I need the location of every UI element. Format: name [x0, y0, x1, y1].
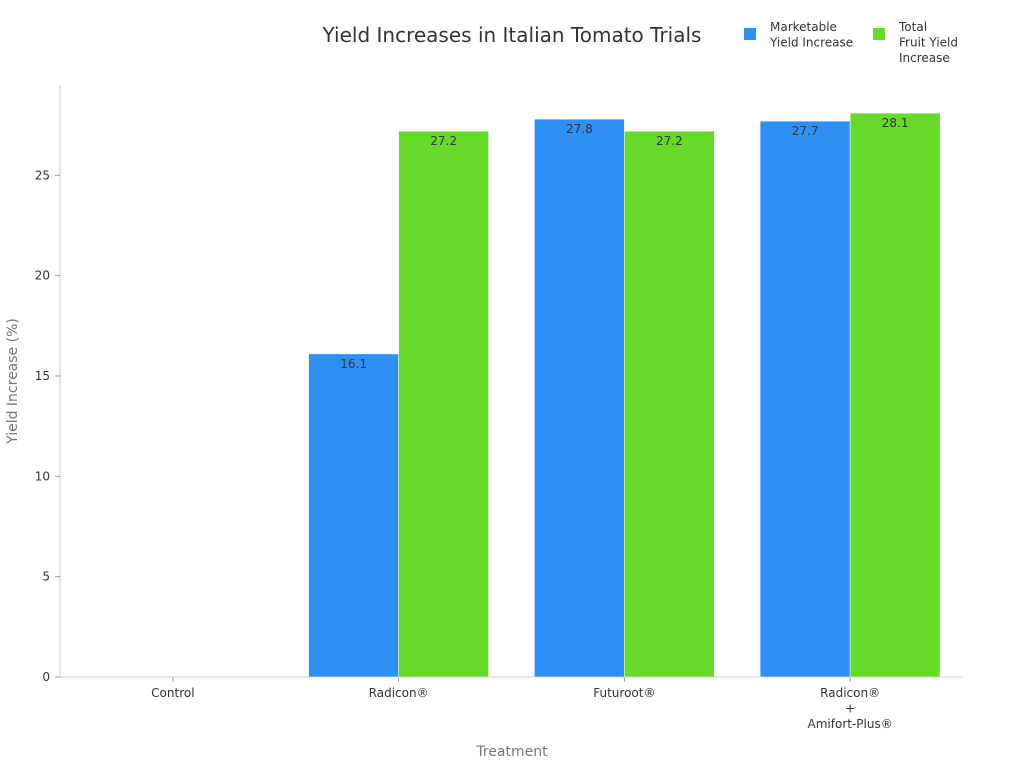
chart-title: Yield Increases in Italian Tomato Trials: [322, 23, 702, 47]
y-tick-label: 5: [42, 570, 50, 584]
bar: [308, 353, 399, 678]
x-tick-label: Futuroot®: [593, 686, 655, 700]
bar: [534, 118, 625, 678]
data-label: 28.1: [882, 116, 909, 130]
y-tick-label: 15: [35, 369, 50, 383]
bar: [849, 112, 941, 678]
y-tick-label: 20: [35, 269, 50, 283]
y-tick-label: 0: [42, 670, 50, 684]
legend-swatch: [873, 28, 885, 40]
y-tick-label: 25: [35, 168, 50, 182]
legend-label: Marketable Yield Increase: [769, 20, 853, 50]
data-label: 27.7: [792, 124, 819, 138]
data-label: 27.8: [566, 122, 593, 136]
bar: [624, 130, 715, 678]
x-tick-label: Control: [151, 686, 194, 700]
legend-swatch: [744, 28, 756, 40]
data-label: 27.2: [430, 134, 457, 148]
y-tick-label: 10: [35, 469, 50, 483]
x-axis-label: Treatment: [475, 744, 548, 760]
legend-label: Total Fruit Yield Increase: [898, 20, 958, 65]
bar: [398, 130, 489, 678]
data-label: 27.2: [656, 134, 683, 148]
data-label: 16.1: [340, 357, 367, 371]
x-tick-label: Radicon®: [369, 686, 429, 700]
bar: [759, 120, 851, 678]
y-axis-label: Yield Increase (%): [5, 318, 21, 445]
x-tick-label: Radicon® + Amifort-Plus®: [808, 686, 893, 731]
